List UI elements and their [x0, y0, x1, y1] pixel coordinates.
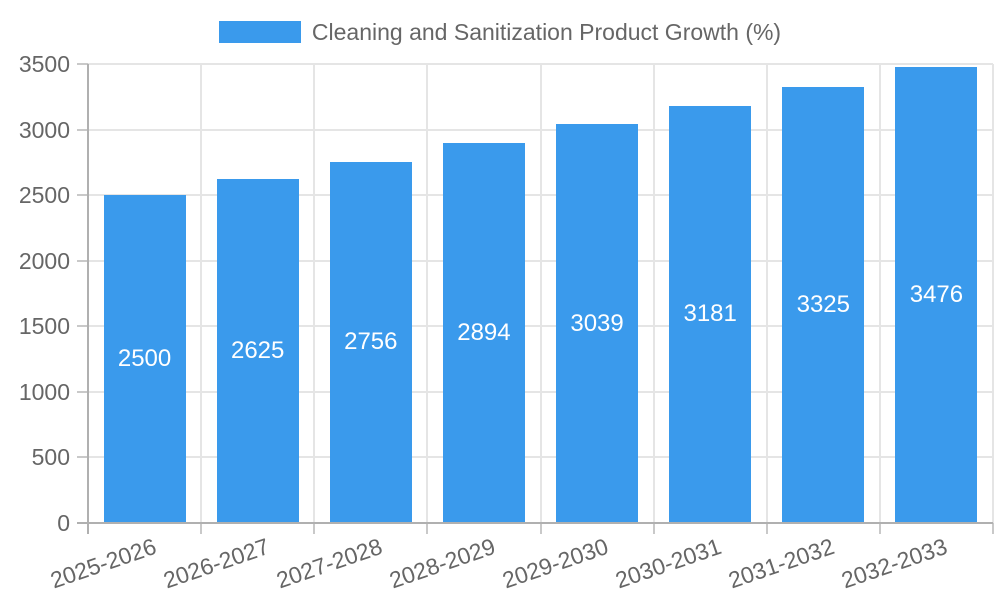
- bar[interactable]: [556, 124, 639, 523]
- bar-value-label: 2756: [344, 328, 398, 356]
- legend-swatch: [218, 21, 301, 43]
- bar[interactable]: [103, 195, 186, 523]
- gridline-vertical: [765, 64, 768, 523]
- x-tick-mark: [539, 523, 542, 534]
- y-tick-mark: [77, 259, 88, 262]
- x-axis-line: [77, 522, 993, 524]
- bar-value-label: 3476: [909, 281, 964, 309]
- gridline-vertical: [200, 64, 203, 523]
- y-tick-label: 1000: [18, 378, 70, 405]
- gridline-vertical: [539, 64, 542, 523]
- gridline-vertical: [878, 64, 881, 523]
- bar[interactable]: [442, 143, 525, 523]
- y-tick-mark: [77, 194, 88, 197]
- x-tick-mark: [313, 523, 316, 534]
- y-tick-label: 500: [31, 444, 70, 471]
- y-tick-label: 2000: [18, 247, 70, 274]
- y-tick-mark: [77, 390, 88, 393]
- bar-value-label: 3325: [796, 290, 850, 318]
- y-tick-mark: [77, 325, 88, 328]
- y-tick-mark: [77, 128, 88, 131]
- y-tick-label: 1500: [18, 313, 70, 340]
- gridline-vertical: [992, 64, 994, 523]
- legend-label: Cleaning and Sanitization Product Growth…: [311, 18, 782, 45]
- x-tick-mark: [992, 523, 994, 534]
- bar[interactable]: [329, 161, 412, 523]
- bar-value-label: 3039: [570, 309, 624, 337]
- bar-value-label: 2500: [117, 345, 172, 373]
- gridline-vertical: [313, 64, 316, 523]
- y-tick-label: 0: [57, 510, 70, 536]
- bar[interactable]: [895, 67, 978, 523]
- bar-value-label: 3181: [683, 300, 737, 328]
- y-tick-label: 2500: [18, 182, 70, 209]
- gridline-vertical: [426, 64, 429, 523]
- legend[interactable]: Cleaning and Sanitization Product Growth…: [0, 19, 1000, 45]
- x-tick-mark: [765, 523, 768, 534]
- x-tick-mark: [426, 523, 429, 534]
- bar[interactable]: [782, 86, 865, 523]
- gridline-vertical: [652, 64, 655, 523]
- y-tick-mark: [77, 63, 88, 65]
- y-tick-label: 3500: [18, 51, 70, 77]
- bar[interactable]: [669, 105, 752, 523]
- y-axis-line: [87, 64, 89, 534]
- bar[interactable]: [216, 178, 299, 523]
- x-tick-mark: [878, 523, 881, 534]
- y-tick-label: 3000: [18, 116, 70, 143]
- bar-value-label: 2625: [230, 336, 285, 364]
- y-tick-mark: [77, 456, 88, 459]
- bar-value-label: 2894: [457, 319, 511, 347]
- x-tick-mark: [652, 523, 655, 534]
- x-tick-mark: [200, 523, 203, 534]
